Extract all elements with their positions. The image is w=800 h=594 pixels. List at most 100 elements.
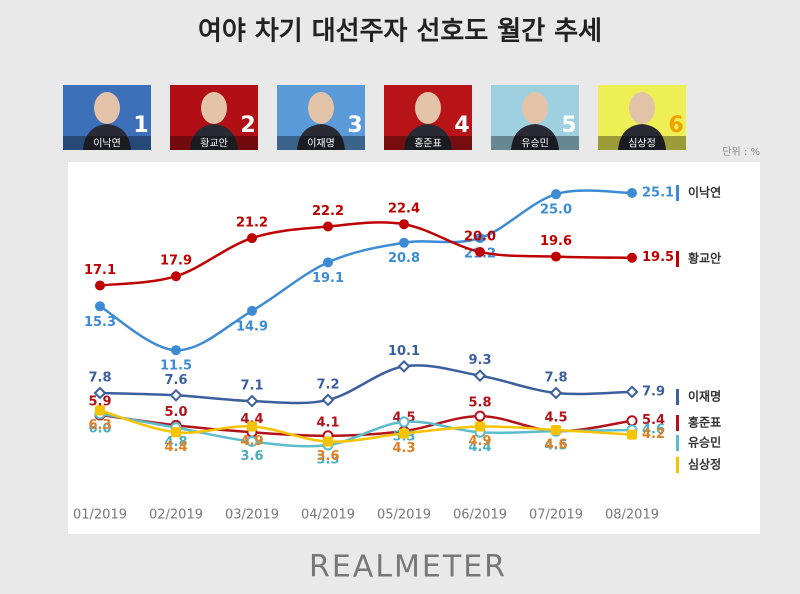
data-label: 4.4 [164,440,187,455]
card-name: 홍준표 [414,137,442,150]
legend-bar [676,251,679,267]
portrait-body [618,124,666,150]
point [171,345,181,356]
data-label: 21.2 [236,216,268,231]
x-tick-label: 02/2019 [149,508,203,523]
series-line [99,412,633,448]
candidate-cards: 이낙연 1 황교안 2 이재명 3 홍준표 4 유승민 5 심상정 6 [63,85,686,150]
portrait [522,92,548,124]
portrait-body [190,124,238,150]
name-strip [384,136,472,150]
card-number: 3 [347,113,362,138]
point [171,427,181,438]
data-label: 7.1 [240,379,263,394]
point [549,386,563,400]
x-tick-label: 08/2019 [605,508,659,523]
data-label: 11.5 [160,359,192,374]
data-label: 4.6 [642,422,665,437]
legend-label: 심상정 [688,457,721,472]
point [323,257,333,268]
card-name: 이재명 [307,138,335,150]
point [399,428,409,439]
x-tick-label: 01/2019 [73,508,127,523]
legend-bar [676,415,679,431]
card-number: 2 [240,113,255,138]
data-label: 19.5 [642,250,674,265]
point [397,359,411,373]
x-tick-label: 04/2019 [301,508,355,523]
data-label: 4.6 [544,437,567,452]
data-label: 3.3 [316,453,339,468]
x-tick-label: 06/2019 [453,508,507,523]
point [625,385,639,399]
data-label: 4.5 [544,411,567,426]
portrait-body [83,124,131,150]
point [475,246,485,257]
data-label: 7.2 [316,377,339,392]
data-label: 4.4 [468,440,491,455]
data-label: 7.9 [642,384,665,399]
card-number: 4 [454,113,469,138]
candidate-card: 심상정 6 [598,85,686,150]
legend-bar [676,435,679,451]
portrait [94,92,120,124]
point [626,415,638,427]
legend-label: 이낙연 [688,185,721,200]
data-label: 5.0 [164,405,187,420]
candidate-card: 유승민 5 [491,85,579,150]
data-label: 7.6 [164,373,187,388]
data-label: 4.9 [240,434,263,449]
point [95,301,105,312]
name-strip [63,136,151,150]
portrait [415,92,441,124]
data-label: 4.1 [316,415,339,430]
legend-label: 이재명 [688,389,721,404]
point [93,386,107,400]
candidate-card: 이재명 3 [277,85,365,150]
data-label: 14.9 [236,319,268,334]
point [473,369,487,383]
data-label: 15.3 [84,315,116,330]
point [627,429,637,440]
legend-bar [676,389,679,405]
data-label: 4.5 [544,439,567,454]
point [246,436,258,448]
point [95,405,105,416]
x-tick-label: 07/2019 [529,508,583,523]
point [247,233,257,244]
card-name: 심상정 [628,138,656,150]
data-label: 19.1 [312,271,344,286]
data-label: 4.4 [240,412,263,427]
card-name: 황교안 [200,138,228,150]
name-strip [491,136,579,150]
point [475,233,485,244]
point [323,221,333,232]
portrait [629,92,655,124]
point [551,251,561,262]
x-tick-label: 03/2019 [225,508,279,523]
card-number: 5 [561,113,576,138]
card-name: 유승민 [521,138,549,150]
data-label: 4.2 [642,427,665,442]
point [245,394,259,408]
data-label: 20.0 [464,229,496,244]
data-label: 9.3 [468,353,491,368]
candidate-card: 황교안 2 [170,85,258,150]
data-label: 7.8 [544,370,567,385]
data-label: 25.1 [642,186,674,201]
chart-title: 여야 차기 대선주자 선호도 월간 추세 [198,17,602,47]
candidate-card: 홍준표 4 [384,85,472,150]
plot-panel [68,162,760,534]
data-label: 17.1 [84,263,116,278]
legend-bar [676,185,679,201]
portrait-body [511,124,559,150]
data-label: 5.8 [468,396,491,411]
point [474,410,486,422]
data-label: 3.6 [240,449,263,464]
point [399,219,409,230]
portrait-body [297,124,345,150]
legend-label: 홍준표 [688,415,721,430]
point [171,271,181,282]
data-label: 20.8 [388,251,420,266]
data-label: 5.4 [642,413,665,428]
